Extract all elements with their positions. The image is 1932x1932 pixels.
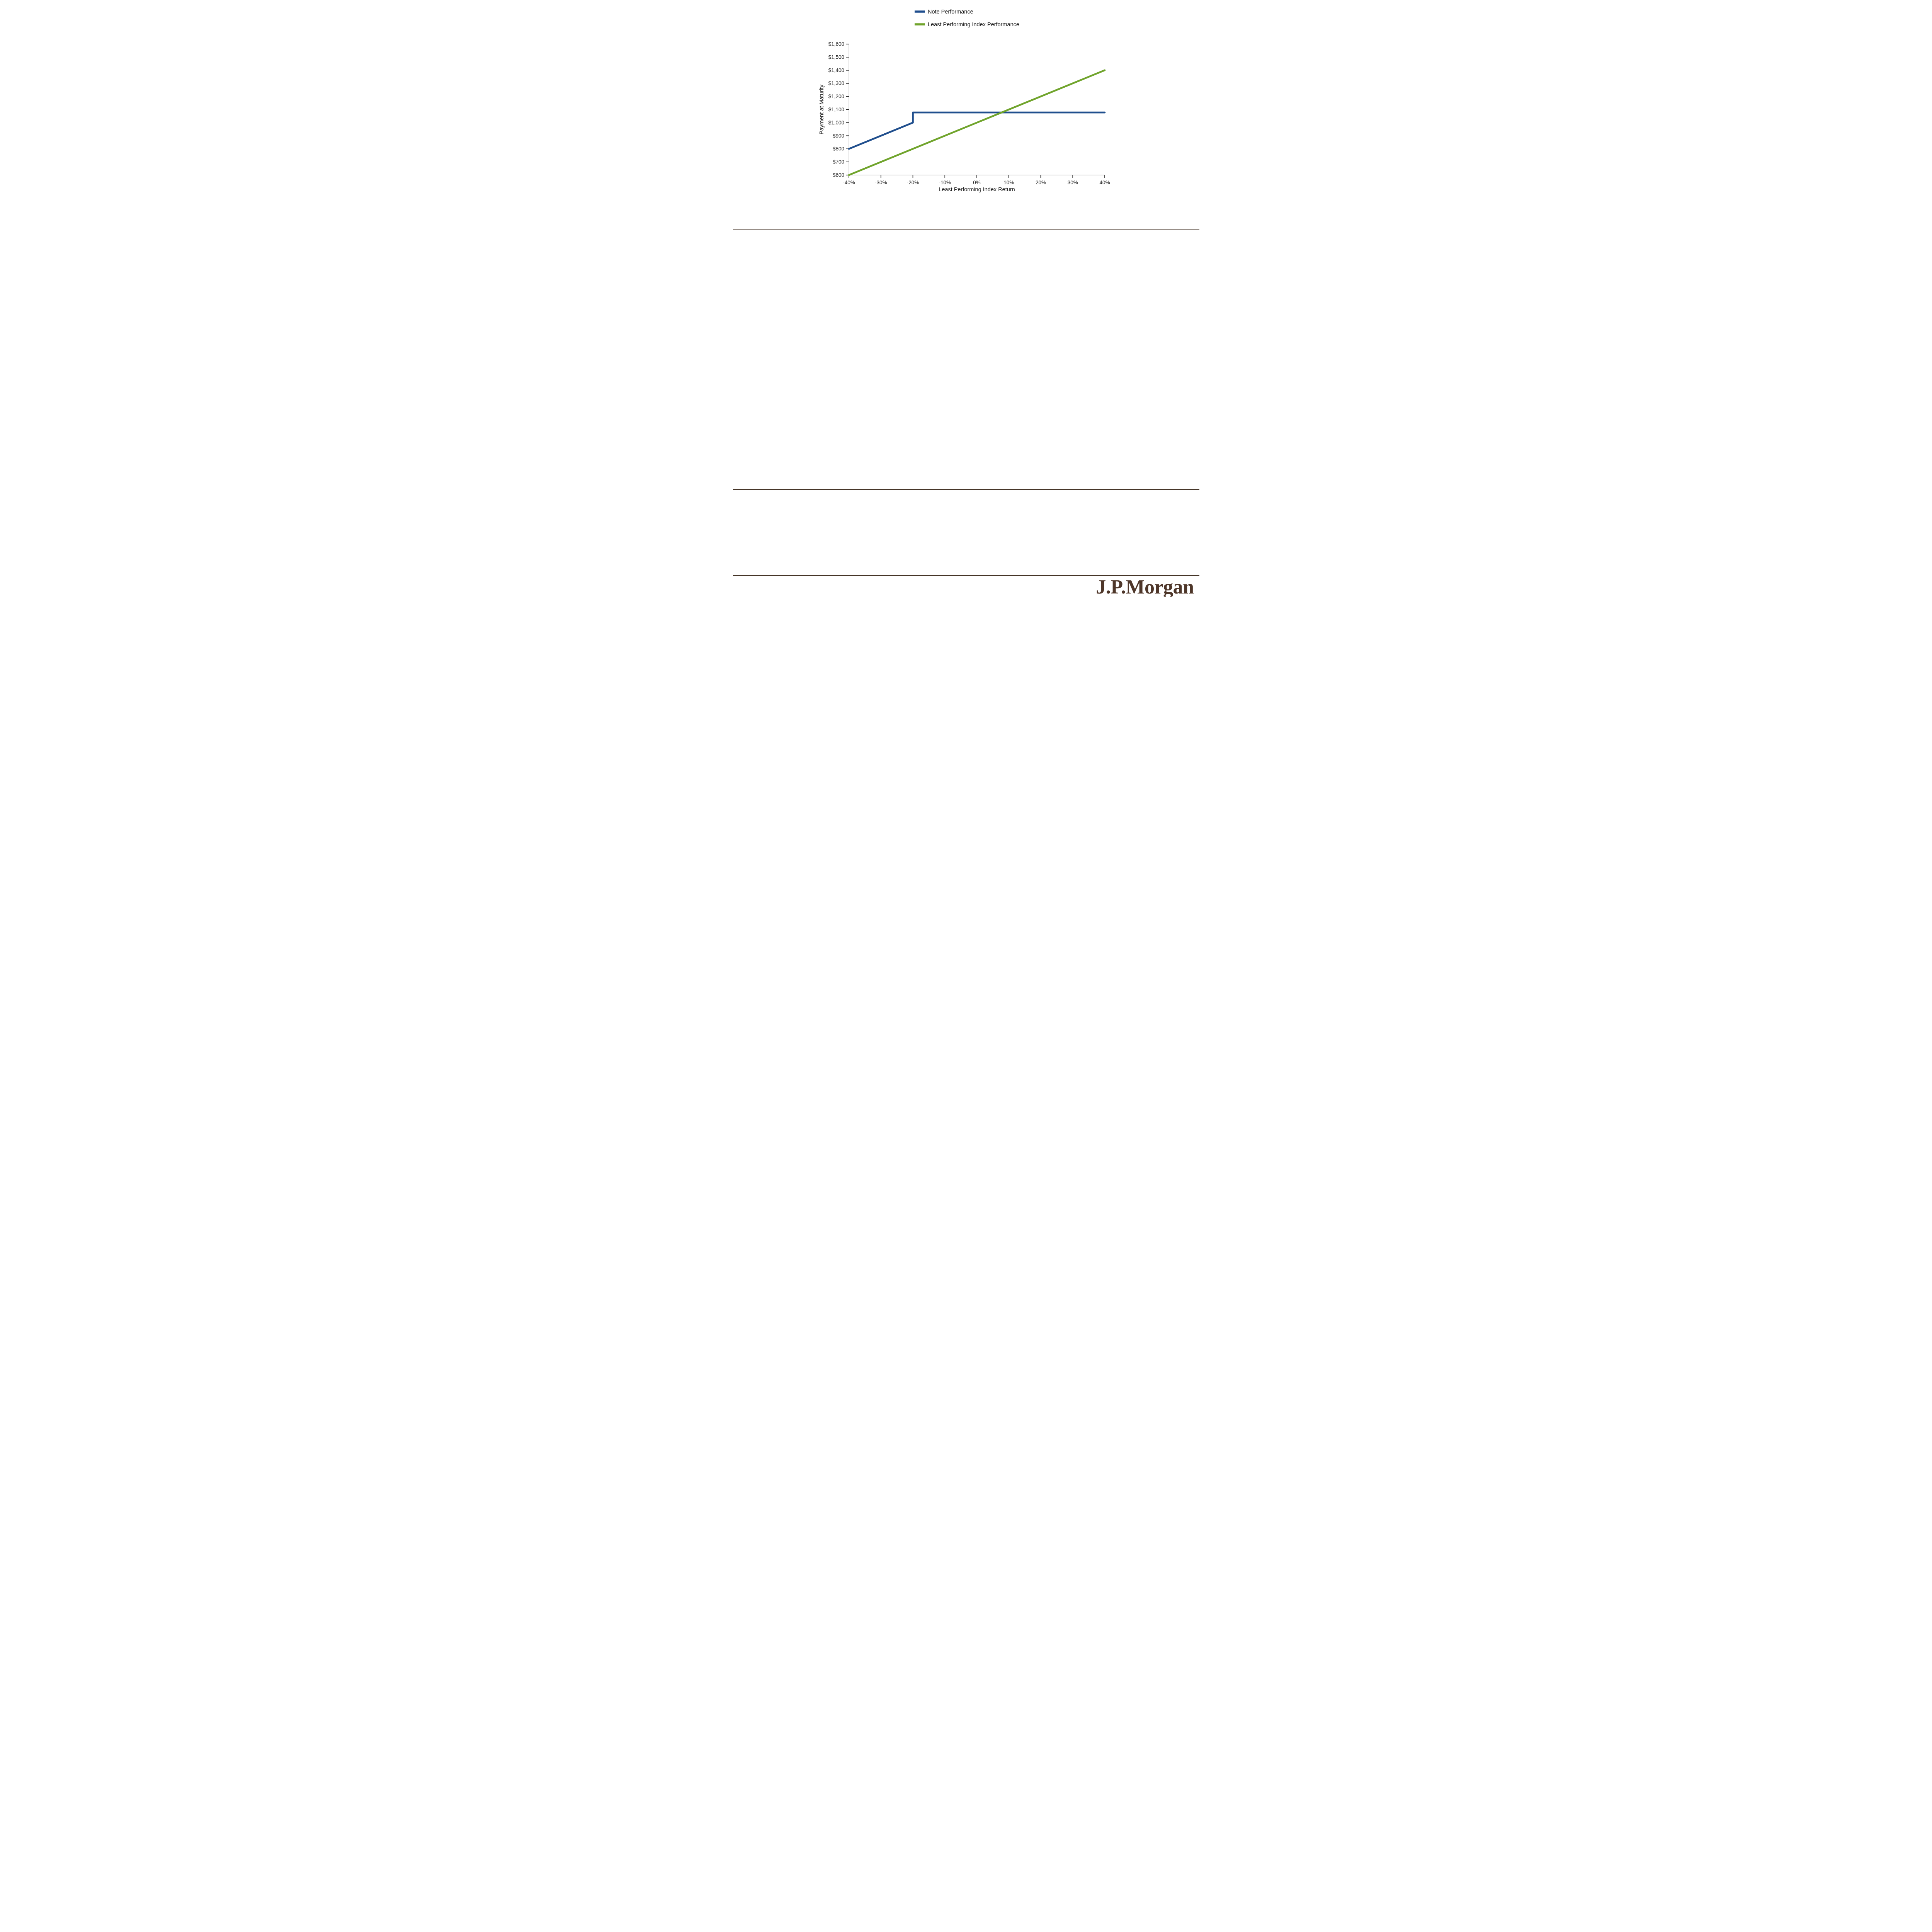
y-tick-label: $1,500 [828, 54, 844, 60]
legend-label-note-performance: Note Performance [928, 9, 973, 15]
y-tick-label: $600 [832, 172, 844, 178]
x-tick-label: 10% [1003, 180, 1014, 185]
series-least-performing-index-performance [848, 69, 1105, 176]
document-page: $600 $700 $800 $900 $1,000 $1,100 $1,200 $1,300… [733, 0, 1199, 597]
series-note-performance [848, 111, 1105, 150]
x-tick-label: 30% [1067, 180, 1078, 185]
y-tick-label: $800 [832, 146, 844, 152]
x-tick-label: 0% [973, 180, 981, 185]
y-axis-title: Payment at Maturity [819, 84, 825, 134]
x-tick-label: -10% [939, 180, 951, 185]
y-tick-label: $700 [832, 159, 844, 165]
x-tick-label: -30% [874, 180, 887, 185]
y-tick-label: $900 [832, 133, 844, 139]
y-tick-label: $1,100 [828, 107, 844, 112]
y-tick-label: $1,000 [828, 120, 844, 126]
x-tick-label: -20% [906, 180, 919, 185]
x-tick-label: -40% [843, 180, 855, 185]
chart-svg: $600 $700 $800 $900 $1,000 $1,100 $1,200 $1,300… [819, 9, 1110, 193]
y-tick-label: $1,400 [828, 67, 844, 73]
section-divider-3 [733, 575, 1199, 576]
section-divider-1 [733, 229, 1199, 230]
y-tick-label: $1,200 [828, 94, 844, 99]
section-divider-2 [733, 489, 1199, 490]
x-axis-title: Least Performing Index Return [939, 187, 1015, 193]
y-tick-label: $1,600 [828, 41, 844, 47]
x-tick-label: 40% [1099, 180, 1110, 185]
legend-label-least-performing-index-performance: Least Performing Index Performance [928, 22, 1019, 28]
x-tick-label: 20% [1035, 180, 1046, 185]
jpmorgan-logo: J.P.Morgan [1096, 576, 1194, 597]
y-tick-label: $1,300 [828, 80, 844, 86]
payoff-diagram: $600 $700 $800 $900 $1,000 $1,100 $1,200 $1,300… [733, 0, 1199, 201]
